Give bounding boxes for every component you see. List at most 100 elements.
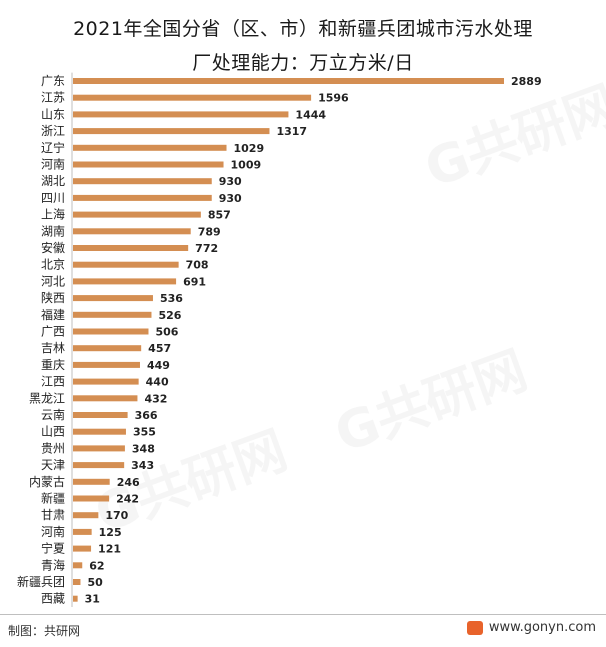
value-label: 31	[85, 593, 100, 606]
category-label: 浙江	[41, 124, 65, 138]
value-label: 246	[117, 476, 140, 489]
value-label: 432	[144, 392, 167, 405]
footer-website: www.gonyn.com	[488, 620, 596, 635]
bar	[73, 178, 212, 185]
value-label: 789	[198, 225, 221, 238]
value-label: 1317	[276, 125, 307, 138]
bar	[73, 211, 201, 218]
category-label: 山西	[41, 425, 65, 439]
bar	[73, 194, 212, 201]
bar	[73, 562, 83, 569]
value-label: 2889	[511, 75, 542, 88]
category-label: 上海	[41, 207, 65, 222]
bar	[73, 144, 227, 151]
value-label: 355	[133, 426, 156, 439]
category-label: 青海	[41, 557, 65, 572]
value-label: 449	[147, 359, 170, 372]
bar	[73, 328, 149, 335]
value-label: 366	[135, 409, 158, 422]
bar	[73, 528, 92, 535]
category-label: 安徽	[41, 240, 65, 255]
category-label: 辽宁	[41, 140, 65, 155]
bar	[73, 361, 140, 368]
footer-source: 制图：共研网	[8, 624, 81, 638]
category-label: 北京	[41, 258, 65, 272]
bar	[73, 161, 224, 168]
value-label: 62	[89, 559, 104, 572]
category-label: 湖南	[41, 223, 65, 238]
category-label: 江西	[41, 375, 65, 389]
bar	[73, 295, 153, 302]
gonyn-logo-icon	[466, 620, 483, 635]
category-label: 吉林	[41, 341, 65, 355]
bar	[73, 395, 138, 402]
bar	[73, 512, 99, 519]
value-label: 506	[155, 326, 178, 339]
bar	[73, 579, 81, 585]
value-label: 170	[105, 509, 128, 522]
category-label: 西藏	[41, 592, 65, 606]
category-label: 甘肃	[41, 508, 65, 522]
bar	[73, 462, 125, 469]
bar	[73, 428, 126, 435]
category-label: 山东	[41, 107, 65, 121]
bar	[73, 128, 270, 135]
value-label: 708	[186, 259, 209, 272]
value-label: 536	[160, 292, 183, 305]
bar	[73, 378, 139, 385]
chart-title-line2: 厂处理能力：万立方米/日	[192, 52, 414, 74]
bar	[73, 545, 92, 552]
value-label: 857	[208, 209, 231, 222]
value-label: 50	[87, 576, 103, 589]
category-label: 江苏	[41, 91, 65, 105]
category-label: 天津	[41, 458, 65, 472]
value-label: 457	[148, 342, 171, 355]
category-label: 河南	[41, 157, 65, 172]
value-label: 1009	[231, 159, 262, 172]
bar	[73, 94, 312, 101]
bar	[73, 595, 78, 602]
category-label: 广西	[41, 325, 65, 339]
value-label: 440	[146, 376, 169, 389]
category-label: 重庆	[41, 358, 65, 372]
bar	[73, 345, 142, 352]
bar	[73, 78, 504, 84]
value-label: 772	[195, 242, 218, 255]
value-label: 343	[131, 459, 154, 472]
value-label: 125	[99, 526, 122, 539]
bar	[73, 311, 152, 318]
category-label: 云南	[41, 407, 65, 422]
bar	[73, 111, 289, 118]
category-label: 广东	[41, 74, 65, 88]
category-label: 陕西	[41, 290, 65, 305]
bar	[73, 245, 189, 251]
bar-chart: 广东 2889 江苏 1596 山东 1444 浙江 1317 辽宁 1029 河南 1009 湖北 93…	[17, 72, 542, 608]
value-label: 348	[132, 442, 155, 455]
footer-divider	[0, 614, 606, 615]
category-label: 河南	[41, 524, 65, 539]
value-label: 121	[98, 543, 121, 556]
category-label: 内蒙古	[29, 474, 65, 489]
bar	[73, 478, 110, 485]
bar	[73, 445, 125, 452]
bar	[73, 495, 110, 502]
category-label: 贵州	[41, 441, 65, 455]
value-label: 526	[158, 309, 181, 322]
category-label: 河北	[41, 274, 65, 288]
value-label: 930	[219, 192, 242, 205]
bar	[73, 261, 179, 268]
category-label: 湖北	[41, 173, 65, 188]
bar	[73, 412, 128, 418]
category-label: 四川	[41, 191, 65, 205]
category-label: 新疆	[41, 491, 65, 506]
category-label: 新疆兵团	[17, 574, 65, 589]
value-label: 930	[219, 175, 242, 188]
bar	[73, 228, 191, 235]
category-label: 黑龙江	[29, 391, 65, 405]
value-label: 1596	[318, 92, 349, 105]
category-label: 宁夏	[41, 541, 65, 556]
footer-website-group: www.gonyn.com	[466, 620, 596, 635]
value-label: 691	[183, 275, 206, 288]
value-label: 1029	[234, 142, 265, 155]
bar	[73, 278, 177, 285]
